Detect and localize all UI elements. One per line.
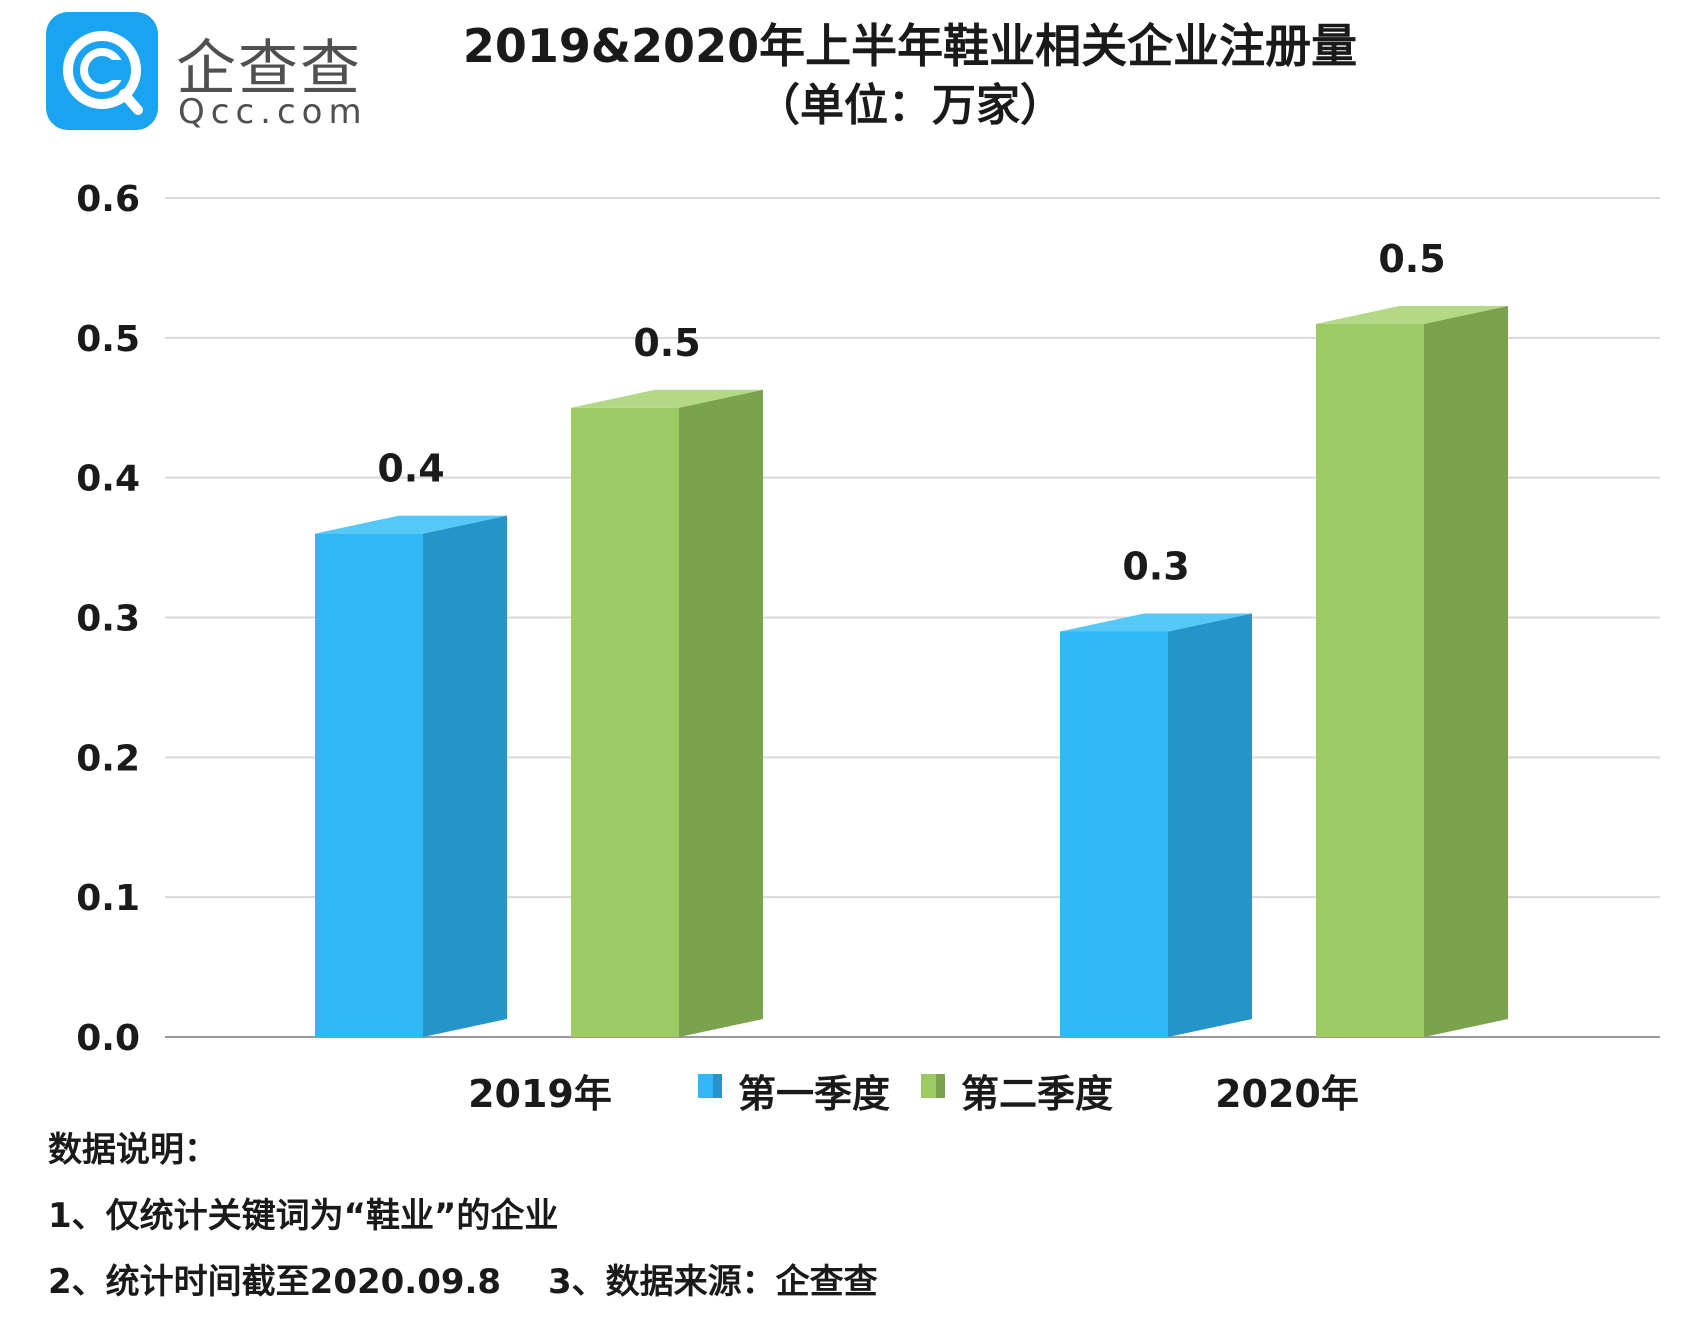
x-category-label: 2020年 [1215,1072,1359,1116]
legend-swatch [921,1074,936,1098]
y-tick-label: 0.1 [76,878,140,919]
legend-label: 第二季度 [961,1072,1113,1116]
bar-chart: 0.0 0.1 0.2 0.3 0.4 0.5 0.6 0.4 0.5 0.3 0.5 2019年 20… [76,179,1660,1116]
y-tick-label: 0.5 [76,319,140,360]
logo-badge [46,12,158,130]
y-tick-label: 0.6 [76,179,140,220]
y-tick-label: 0.2 [76,738,140,779]
data-label: 0.5 [633,321,700,365]
logo-text-en: Qcc.com [178,92,368,132]
chart-title: 2019&2020年上半年鞋业相关企业注册量 [462,19,1358,73]
y-tick-label: 0.0 [76,1018,140,1059]
legend-swatch-side [713,1074,722,1098]
bar-side [423,515,507,1037]
bar-q1-2019 [315,533,423,1037]
notes-heading: 数据说明： [48,1130,218,1170]
qcc-logo-icon [63,31,143,115]
note-keyword: 1、仅统计关键词为“鞋业”的企业 [48,1196,559,1236]
data-label: 0.4 [377,447,444,491]
chart-subtitle: （单位：万家） [756,80,1064,131]
y-tick-label: 0.3 [76,599,140,640]
bar-top [1316,305,1508,324]
bar-q2-2019 [571,407,679,1037]
y-tick-label: 0.4 [76,459,140,500]
logo-text-cn: 企查查 [176,34,362,104]
bar-top [571,389,763,408]
bar-q2-2020 [1316,323,1424,1038]
bar-top [1060,613,1252,632]
bar-side [679,389,763,1037]
note-date: 2、统计时间截至2020.09.8 [48,1262,502,1302]
x-category-label: 2019年 [468,1072,612,1116]
qcc-logo: 企查查 Qcc.com [46,12,376,132]
legend-label: 第一季度 [738,1072,890,1116]
bar-side [1424,305,1508,1038]
bar-side [1168,613,1252,1037]
bar-q1-2020 [1060,631,1168,1037]
legend-swatch [698,1074,713,1098]
bar-top [315,515,507,534]
data-label: 0.3 [1122,544,1189,588]
note-source: 3、数据来源：企查查 [548,1262,878,1302]
data-label: 0.5 [1378,237,1445,281]
legend-swatch-side [936,1074,945,1098]
